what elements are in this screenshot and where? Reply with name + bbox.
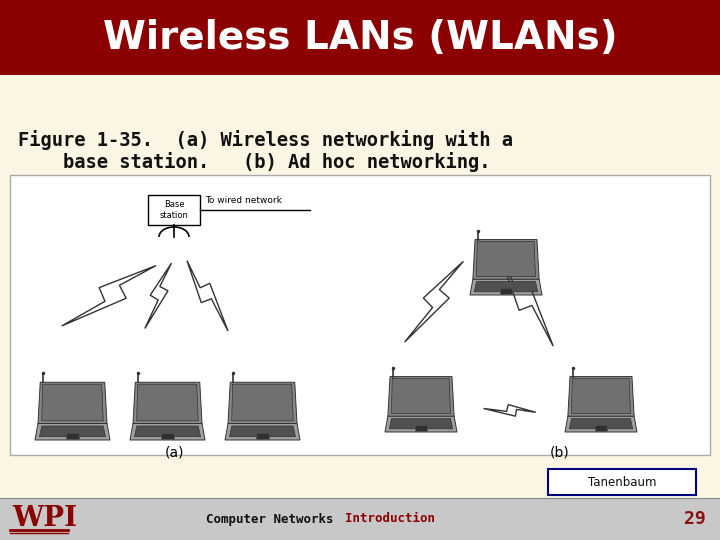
Bar [0, 498, 720, 540]
Polygon shape [568, 376, 634, 416]
Text: Figure 1-35.  (a) Wireless networking with a: Figure 1-35. (a) Wireless networking wit… [18, 130, 513, 150]
Polygon shape [477, 241, 536, 276]
Polygon shape [145, 263, 171, 328]
Polygon shape [572, 379, 631, 414]
Polygon shape [474, 281, 538, 292]
Text: To wired network: To wired network [205, 196, 282, 205]
Polygon shape [130, 423, 205, 440]
Polygon shape [388, 376, 454, 416]
Polygon shape [137, 384, 198, 421]
Polygon shape [40, 426, 106, 437]
Text: 29: 29 [684, 510, 706, 528]
Polygon shape [470, 279, 542, 295]
Polygon shape [232, 384, 293, 421]
Polygon shape [35, 423, 110, 440]
Text: Computer Networks: Computer Networks [206, 512, 334, 525]
Bar [548, 469, 696, 495]
Bar [10, 175, 710, 455]
Polygon shape [390, 418, 453, 429]
Text: (b): (b) [550, 445, 570, 459]
Text: base station.   (b) Ad hoc networking.: base station. (b) Ad hoc networking. [18, 152, 490, 172]
Bar [256, 433, 269, 438]
Polygon shape [38, 382, 107, 423]
Bar [66, 433, 79, 438]
Bar [161, 433, 174, 438]
Polygon shape [565, 416, 637, 432]
Polygon shape [392, 379, 451, 414]
Polygon shape [230, 426, 295, 437]
Text: Introduction: Introduction [345, 512, 435, 525]
Text: Wireless LANs (WLANs): Wireless LANs (WLANs) [103, 19, 617, 57]
Polygon shape [473, 240, 539, 279]
Polygon shape [385, 416, 457, 432]
Polygon shape [133, 382, 202, 423]
Bar [595, 425, 608, 431]
Polygon shape [228, 382, 297, 423]
Bar [148, 195, 200, 225]
Bar [415, 425, 428, 431]
Polygon shape [225, 423, 300, 440]
Text: Tanenbaum: Tanenbaum [588, 476, 656, 489]
Text: (a): (a) [166, 445, 185, 459]
Bar [0, 0, 720, 75]
Text: Base
station: Base station [160, 200, 189, 220]
Polygon shape [570, 418, 633, 429]
Polygon shape [42, 384, 103, 421]
Bar [500, 288, 513, 294]
Polygon shape [135, 426, 200, 437]
Text: WPI: WPI [12, 505, 77, 532]
